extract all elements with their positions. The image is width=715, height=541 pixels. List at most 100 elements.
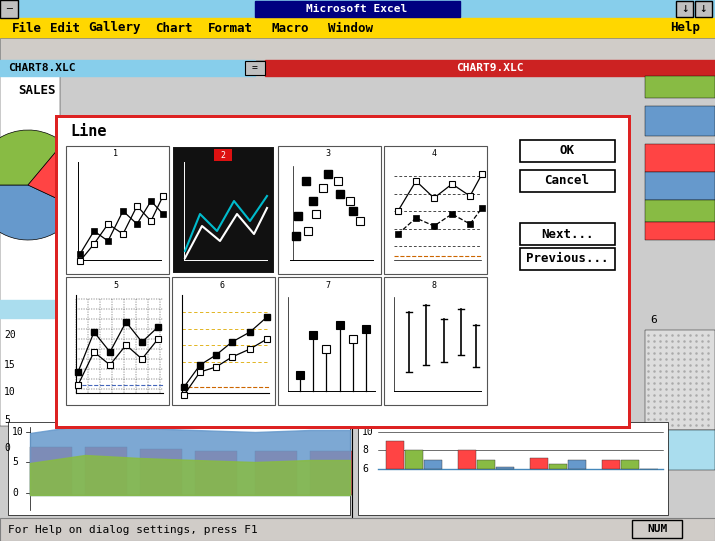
Bar xyxy=(255,451,297,495)
Text: Chart: Chart xyxy=(155,22,192,35)
Bar xyxy=(413,178,419,184)
Bar xyxy=(148,218,154,224)
Bar xyxy=(336,321,344,329)
Bar xyxy=(349,207,357,215)
Text: Cancel: Cancel xyxy=(545,175,589,188)
Bar xyxy=(645,430,715,470)
Text: File: File xyxy=(12,22,42,35)
Text: =: = xyxy=(252,63,258,73)
Bar xyxy=(312,210,320,218)
Text: Help: Help xyxy=(670,22,700,35)
Bar xyxy=(479,205,485,211)
Text: 8: 8 xyxy=(431,280,436,289)
Bar xyxy=(292,232,300,240)
Text: Window: Window xyxy=(328,22,373,35)
Bar xyxy=(645,144,715,172)
Bar xyxy=(155,336,161,342)
Bar xyxy=(229,354,235,360)
Text: 10: 10 xyxy=(4,387,16,397)
Bar xyxy=(520,248,615,270)
Bar xyxy=(645,76,715,98)
Bar xyxy=(467,193,473,199)
Text: For Help on dialog settings, press F1: For Help on dialog settings, press F1 xyxy=(8,525,257,535)
Bar xyxy=(645,200,715,222)
Text: Microsoft Excel: Microsoft Excel xyxy=(306,4,408,14)
Bar xyxy=(349,335,357,343)
Bar xyxy=(386,440,404,469)
Text: Gallery: Gallery xyxy=(88,22,141,35)
Bar xyxy=(155,324,161,330)
Bar xyxy=(105,221,111,227)
Bar xyxy=(107,362,113,368)
Bar xyxy=(66,277,169,405)
Text: 0: 0 xyxy=(4,443,10,453)
Bar xyxy=(458,450,476,469)
Bar xyxy=(309,197,317,205)
Bar xyxy=(530,458,548,469)
Bar xyxy=(549,464,567,469)
Bar xyxy=(264,314,270,320)
Bar xyxy=(55,115,631,429)
Text: Macro: Macro xyxy=(272,22,310,35)
Bar xyxy=(105,238,111,244)
Bar xyxy=(645,172,715,200)
Bar xyxy=(477,459,495,469)
Text: ─: ─ xyxy=(6,4,12,14)
Bar xyxy=(413,215,419,221)
Bar xyxy=(324,170,332,178)
Wedge shape xyxy=(0,130,64,185)
Bar xyxy=(123,342,129,348)
Text: 10: 10 xyxy=(12,427,24,437)
Bar xyxy=(247,346,253,352)
Bar xyxy=(334,177,342,185)
Bar xyxy=(384,277,487,405)
Bar xyxy=(384,146,487,274)
Bar xyxy=(405,450,423,469)
Bar xyxy=(632,520,682,538)
Text: 15: 15 xyxy=(4,360,16,370)
Bar xyxy=(319,184,327,192)
Bar xyxy=(0,18,715,38)
Bar xyxy=(91,329,97,335)
Bar xyxy=(304,227,312,235)
Bar xyxy=(139,356,145,362)
Text: CHART8.XLC: CHART8.XLC xyxy=(8,63,76,73)
Text: Line: Line xyxy=(70,124,107,140)
Text: 5: 5 xyxy=(114,280,119,289)
Text: 6: 6 xyxy=(650,315,657,325)
Text: 7: 7 xyxy=(325,280,330,289)
Bar xyxy=(139,339,145,345)
Bar xyxy=(247,329,253,335)
Bar xyxy=(395,208,401,214)
Bar xyxy=(356,217,364,225)
Text: 6: 6 xyxy=(220,280,225,289)
Text: Previous...: Previous... xyxy=(526,253,608,266)
Bar xyxy=(645,222,715,240)
Bar xyxy=(134,203,140,209)
Bar xyxy=(181,384,187,390)
Bar xyxy=(107,349,113,355)
Text: ↓: ↓ xyxy=(699,3,706,16)
Bar xyxy=(213,352,219,358)
Bar xyxy=(0,300,60,318)
Bar xyxy=(245,61,265,75)
Bar xyxy=(134,221,140,227)
Text: 6: 6 xyxy=(362,464,368,474)
Bar xyxy=(30,447,72,495)
Text: 1: 1 xyxy=(114,149,119,159)
Bar xyxy=(520,223,615,245)
Bar xyxy=(181,392,187,398)
Bar xyxy=(140,448,182,495)
Text: SALES: SALES xyxy=(18,83,56,96)
Bar xyxy=(346,197,354,205)
Bar xyxy=(362,325,370,333)
Bar xyxy=(395,231,401,237)
Bar xyxy=(431,195,437,201)
Bar xyxy=(120,208,126,214)
Bar xyxy=(148,198,154,204)
Text: 2: 2 xyxy=(220,150,225,160)
Bar xyxy=(0,0,715,18)
Text: Format: Format xyxy=(208,22,253,35)
Bar xyxy=(75,369,81,375)
Bar xyxy=(120,231,126,237)
